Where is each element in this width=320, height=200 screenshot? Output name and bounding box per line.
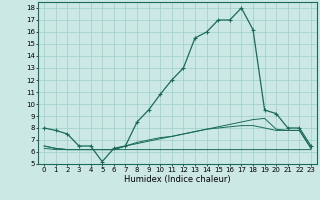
X-axis label: Humidex (Indice chaleur): Humidex (Indice chaleur) bbox=[124, 175, 231, 184]
